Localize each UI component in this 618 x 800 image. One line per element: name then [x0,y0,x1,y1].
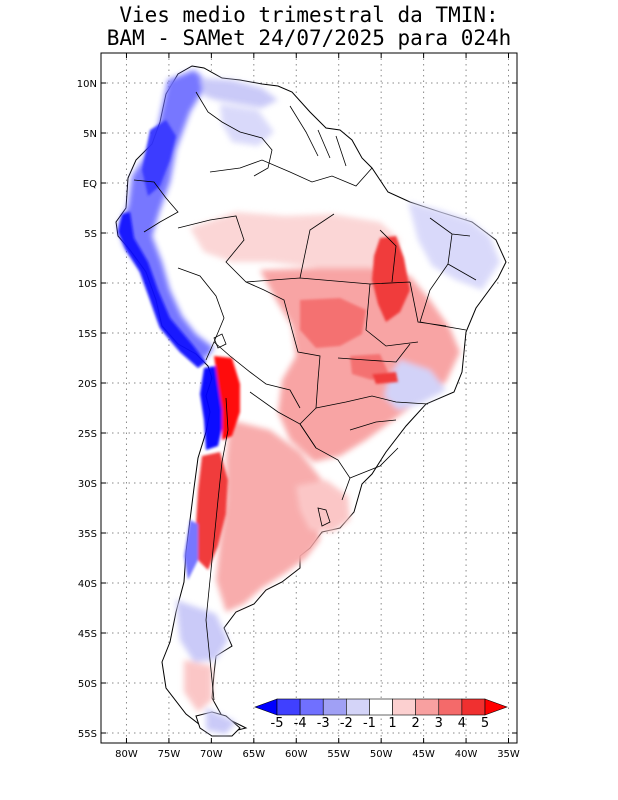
colorbar-label: 2 [412,716,420,731]
colorbar-box [346,698,370,716]
border-argentina-chile [205,397,229,701]
colorbar-box [415,698,440,716]
title-line-1: Vies medio trimestral da TMIN: [119,3,499,27]
colorbar-label: 4 [458,716,466,731]
colorbar-label: 5 [481,716,489,731]
border-brazil-west [177,215,351,501]
colorbar-box [369,698,393,716]
tick-label-lat: 30S [78,479,97,490]
border-bolivia-chile [213,341,301,409]
tick-label-lat: 5S [84,229,97,240]
colorbar: -5 -4 -3 -2 -1 1 2 3 4 5 [254,698,508,731]
tick-label-lat: 10N [77,79,97,90]
pale-blue-southern-patagonia [176,600,228,662]
border-colombia-venezuela [195,91,273,177]
red-mato-grosso [300,298,366,348]
pale-blue-venezuela [220,104,274,146]
colorbar-box [299,698,324,716]
blue-chile-central [184,520,198,580]
colorbar-box [461,698,486,716]
lake-titicaca [213,333,227,349]
tick-label-lat: 15S [78,329,97,340]
tick-label-lat: 20S [78,379,97,390]
pale-red-magellanes [184,660,212,712]
border-peru-bolivia [177,267,225,361]
colorbar-label: 1 [388,716,396,731]
tick-label-lat: EQ [83,179,97,190]
colorbar-box [438,698,463,716]
pale-blue-southern-tip [206,708,236,734]
tick-label-lat: 40S [78,579,97,590]
tick-label-lat: 35S [78,529,97,540]
map-axes: 80W 75W 70W 65W 60W 55W 50W 45W 40W 35W 10N 5N EQ 5S 1… [77,53,520,760]
strong-red-tocantins [372,236,410,322]
tick-label-lon: 40W [455,749,478,760]
border-guianas [289,105,347,167]
pale-blue-caribbean [200,78,278,108]
tick-label-lat: 50S [78,679,97,690]
tick-label-lat: 45S [78,629,97,640]
colorbar-label: -2 [340,716,353,731]
colorbar-label: -1 [363,716,376,731]
colorbar-label: -4 [294,716,307,731]
tick-label-lon: 75W [158,749,181,760]
border-brazil-states [245,213,477,479]
tick-label-lat: 10S [78,279,97,290]
tick-label-lon: 65W [243,749,266,760]
colorbar-label: -3 [317,716,330,731]
tick-label-lon: 50W [370,749,393,760]
tick-label-lon: 45W [412,749,435,760]
tick-label-lat: 25S [78,429,97,440]
border-argentina-paraguay [249,391,317,449]
pale-blue-northeast-coast [408,202,500,290]
strong-blue-colombia-andes [142,120,176,196]
tick-label-lon: 80W [115,749,138,760]
colorbar-box [276,698,301,716]
strong-blue-chile-coast [200,366,224,450]
tick-label-lat: 5N [83,129,97,140]
lake-dos-patos [317,507,331,527]
country-borders [133,91,477,701]
pale-blue-east-coast [384,360,446,410]
colorbar-box [322,698,347,716]
tick-label-lon: 60W [285,749,308,760]
tick-label-lon: 55W [327,749,350,760]
strong-blue-peru-coast [118,212,206,368]
plot-frame [100,52,518,744]
tick-label-lat: 55S [78,729,97,740]
title-line-2: BAM - SAMet 24/07/2025 para 024h [106,26,512,50]
red-minas-strip [372,372,398,384]
pale-red-uruguay [296,480,350,532]
border-ecuador-peru [133,179,179,233]
colorbar-label: -5 [271,716,284,731]
bias-shading [118,70,500,734]
colorbar-high-arrow [484,698,508,716]
colorbar-box [392,698,416,716]
red-patagonia-plain [216,420,322,612]
colorbar-label: 3 [435,716,443,731]
pale-red-central-amazon [190,212,400,270]
tick-label-lon: 35W [497,749,520,760]
strong-red-andes-north [214,356,240,440]
colorbar-low-arrow [254,698,278,716]
border-brazil-north [209,159,373,187]
tick-label-lon: 70W [200,749,223,760]
